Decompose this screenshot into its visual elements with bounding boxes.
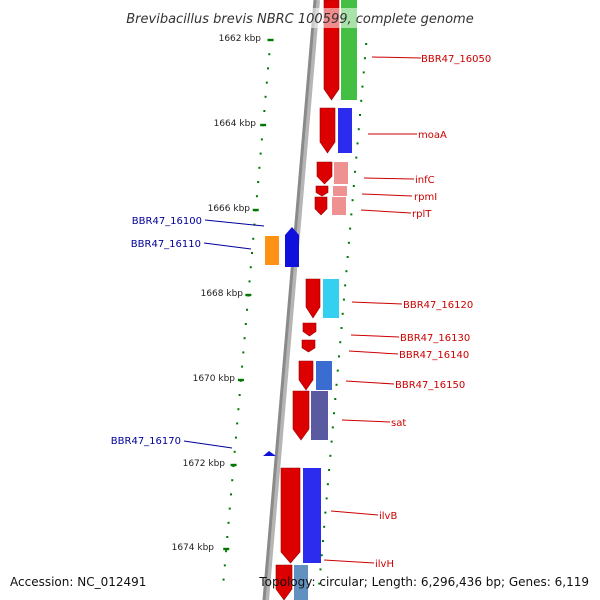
gene-arrow-infc[interactable] — [316, 161, 333, 185]
gene-arrow-bbr47_16150[interactable] — [298, 360, 314, 391]
backbone-line — [262, 0, 317, 600]
scale-label-1662: 1662 kbp — [219, 34, 262, 44]
gene-block-rplt[interactable] — [332, 197, 346, 215]
gene-label-bbr47-16170[interactable]: BBR47_16170 — [111, 436, 181, 447]
gene-block-ilvh[interactable] — [294, 565, 308, 600]
gene-label-bbr47-16140[interactable]: BBR47_16140 — [399, 350, 469, 361]
gene-arrow-moaa[interactable] — [319, 107, 336, 154]
gene-block-bbr47_16120[interactable] — [323, 279, 339, 318]
gene-labels: BBR47_16050 moaA infC rpmI rplT BBR47_16… — [111, 54, 491, 570]
genome-map-diagram — [115, 0, 485, 600]
leader-line-bbr47_16120 — [351, 301, 403, 305]
gene-block-bbr47_16150[interactable] — [316, 361, 332, 390]
gene-arrow-rplt[interactable] — [314, 196, 328, 216]
scale-label-1670: 1670 kbp — [193, 374, 236, 384]
gene-label-bbr47-16050[interactable]: BBR47_16050 — [421, 54, 491, 65]
gene-block-bbr47_16110[interactable] — [265, 236, 279, 265]
leader-line-bbr47_16150 — [345, 380, 395, 385]
gene-label-bbr47-16130[interactable]: BBR47_16130 — [400, 333, 470, 344]
leader-line-rplt — [360, 209, 412, 214]
gene-block-ilvb[interactable] — [303, 468, 321, 563]
gene-block-rpmi[interactable] — [333, 186, 347, 196]
gene-label-bbr47-16100[interactable]: BBR47_16100 — [132, 216, 202, 227]
title-backdrop — [115, 8, 485, 28]
leader-line-bbr47_16170 — [183, 440, 233, 449]
gene-arrow-bbr47_16100[interactable] — [285, 227, 299, 267]
leader-line-sat — [341, 419, 391, 423]
scale-label-1666: 1666 kbp — [208, 204, 251, 214]
topology-text: Topology: circular; Length: 6,296,436 bp… — [258, 575, 589, 589]
leader-line-ilvb — [330, 510, 379, 516]
scale-label-1674: 1674 kbp — [172, 543, 215, 553]
gene-block-sat[interactable] — [311, 391, 328, 440]
gene-arrow-bbr47_16170[interactable] — [263, 451, 276, 456]
gene-label-infc[interactable]: infC — [415, 175, 435, 186]
gene-label-bbr47-16110[interactable]: BBR47_16110 — [131, 239, 201, 250]
gene-label-ilvh[interactable]: ilvH — [375, 559, 394, 570]
gene-label-sat[interactable]: sat — [391, 418, 406, 429]
gene-arrow-bbr47_16140[interactable] — [301, 339, 316, 353]
leader-line-rpmi — [361, 193, 413, 197]
leader-line-ilvh — [323, 559, 375, 564]
gene-arrow-ilvh[interactable] — [275, 564, 293, 600]
scale-label-1664: 1664 kbp — [214, 119, 257, 129]
gene-arrow-sat[interactable] — [292, 390, 310, 441]
gene-arrow-ilvb[interactable] — [280, 467, 301, 564]
gene-label-bbr47-16150[interactable]: BBR47_16150 — [395, 380, 465, 391]
accession-text: Accession: NC_012491 — [10, 575, 146, 589]
gene-arrow-bbr47_16120[interactable] — [305, 278, 321, 319]
gene-label-rpmi[interactable]: rpmI — [414, 192, 437, 203]
gene-label-rplt[interactable]: rplT — [412, 209, 432, 220]
gene-arrow-bbr47_16130[interactable] — [302, 322, 317, 337]
gene-label-bbr47-16120[interactable]: BBR47_16120 — [403, 300, 473, 311]
leader-line-bbr47_16110 — [203, 242, 252, 250]
backbone-shadow — [263, 0, 320, 600]
scale-labels: 1662 kbp 1664 kbp 1666 kbp 1668 kbp 1670… — [172, 34, 262, 553]
leader-line-bbr47_16050 — [371, 56, 422, 59]
leader-line-bbr47_16130 — [350, 334, 400, 338]
gene-block-infc[interactable] — [334, 162, 348, 184]
gene-label-ilvb[interactable]: ilvB — [379, 511, 397, 522]
gene-label-moaa[interactable]: moaA — [418, 130, 447, 141]
gene-block-moaa[interactable] — [338, 108, 352, 153]
leader-line-bbr47_16100 — [204, 219, 265, 227]
map-title: Brevibacillus brevis NBRC 100599, comple… — [126, 12, 473, 27]
leader-line-bbr47_16140 — [348, 350, 399, 355]
scale-label-1668: 1668 kbp — [201, 289, 244, 299]
scale-label-1672: 1672 kbp — [183, 459, 226, 469]
gene-arrow-rpmi[interactable] — [315, 185, 329, 197]
leader-line-infc — [363, 177, 415, 180]
